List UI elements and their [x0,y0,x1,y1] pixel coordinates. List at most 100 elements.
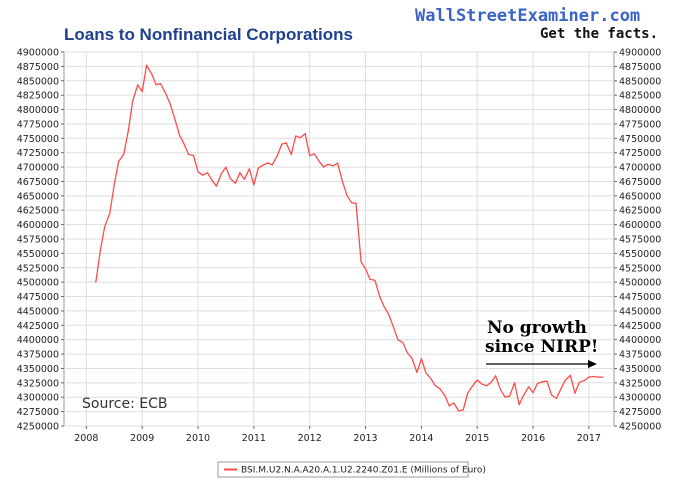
y-tick-label-left: 4425000 [17,321,59,332]
data-point [262,164,264,166]
data-point [411,357,413,359]
y-tick-label-right: 4575000 [619,235,661,246]
y-tick-label-left: 4650000 [17,191,59,202]
y-tick-label-right: 4475000 [619,292,661,303]
data-point [332,165,334,167]
data-point [458,410,460,412]
data-point [406,352,408,354]
data-point [518,404,520,406]
data-point [118,160,120,162]
data-point [201,174,204,176]
data-point [113,183,115,185]
brand-tagline: Get the facts. [540,26,658,42]
y-tick-label-right: 4350000 [619,364,661,375]
y-tick-label-left: 4400000 [17,335,59,346]
data-point [425,371,427,374]
data-point [569,374,572,376]
y-tick-label-left: 4275000 [17,407,59,418]
data-point [388,314,390,316]
y-tick-label-right: 4825000 [619,91,661,102]
data-point [146,64,148,66]
y-tick-label-left: 4500000 [17,278,59,289]
y-tick-label-right: 4600000 [619,220,661,231]
y-tick-label-left: 4550000 [17,249,59,260]
data-point [123,153,125,155]
data-point [486,385,488,387]
y-tick-label-right: 4725000 [619,148,661,159]
y-tick-label-left: 4750000 [17,134,59,145]
data-point [360,261,362,263]
legend: BSI.M.U2.N.A.A20.A.1.U2.2240.Z01.E (Mill… [217,461,486,478]
data-point [541,381,544,383]
y-tick-label-left: 4575000 [17,235,59,246]
data-point [560,388,562,390]
x-tick-label: 2015 [465,433,489,444]
y-tick-label-left: 4625000 [17,206,59,217]
data-point [151,73,153,75]
data-point [578,381,581,383]
y-tick-label-right: 4900000 [619,48,661,59]
data-point [165,92,167,94]
data-point [99,249,101,252]
x-tick-label: 2013 [353,433,377,444]
data-point [420,358,422,360]
y-tick-label-left: 4825000 [17,91,59,102]
data-point [169,103,171,105]
data-point [295,135,297,137]
y-tick-label-right: 4300000 [619,393,661,404]
data-point [467,392,469,394]
y-tick-label-right: 4525000 [619,263,661,274]
data-point [337,162,339,164]
data-point [564,379,567,381]
data-point [281,143,283,145]
y-tick-label-left: 4725000 [17,148,59,159]
data-point [434,385,436,387]
data-point [187,153,190,155]
data-point [109,212,111,214]
y-axis-left: 4900000 4875000 4850000 4825000 4800000 47750… [17,48,64,433]
data-point [602,376,604,378]
y-tick-label-left: 4525000 [17,263,59,274]
data-point [323,166,325,168]
legend-entry: BSI.M.U2.N.A.A20.A.1.U2.2240.Z01.E (Mill… [241,466,486,476]
data-point [248,168,250,170]
y-tick-label-right: 4650000 [619,191,661,202]
data-point [197,171,199,173]
data-point [439,388,441,390]
x-tick-label: 2014 [409,433,433,444]
y-tick-label-right: 4500000 [619,278,661,289]
data-point [355,202,357,204]
data-point [528,386,530,388]
y-tick-label-left: 4300000 [17,393,59,404]
brand-logo-text: WallStreetExaminer.com [415,6,640,26]
data-point [127,130,129,132]
data-point [299,137,301,139]
data-point [155,84,157,86]
data-point [509,395,511,397]
y-tick-label-left: 4775000 [17,119,59,130]
data-point [220,172,223,174]
data-point [192,155,195,157]
data-point [285,142,287,144]
data-point [514,382,516,384]
data-point [137,84,139,86]
data-point [374,279,376,281]
data-point [253,184,255,186]
y-tick-label-left: 4250000 [17,422,59,433]
y-tick-label-right: 4675000 [619,177,661,188]
data-point [215,185,217,187]
data-point [276,155,278,157]
data-point [369,278,371,280]
x-tick-label: 2010 [186,433,210,444]
x-tick-label: 2012 [298,433,322,444]
data-point [430,378,432,380]
data-point [448,405,450,407]
y-tick-label-right: 4425000 [619,321,661,332]
data-point [351,202,353,204]
data-point [271,164,273,166]
y-tick-label-right: 4275000 [619,407,661,418]
series-line-0 [95,64,603,412]
data-point [206,172,209,174]
data-point [522,394,525,397]
